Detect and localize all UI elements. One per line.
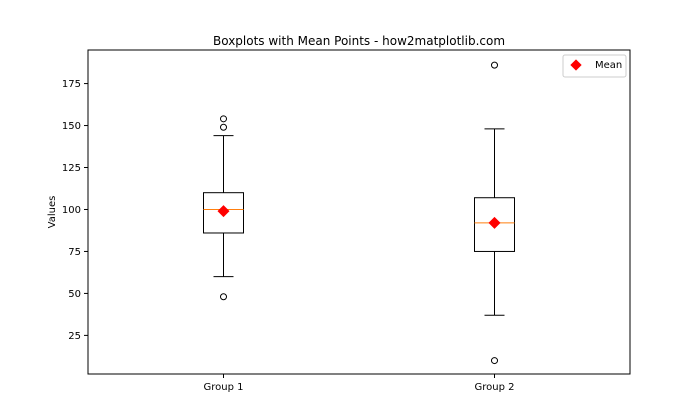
mean-marker: [488, 216, 501, 229]
y-tick-label: 50: [68, 289, 81, 300]
chart-title: Boxplots with Mean Points - how2matplotl…: [213, 34, 505, 48]
outlier-point: [220, 293, 227, 301]
y-tick-label: 75: [68, 247, 81, 258]
legend-label-mean: Mean: [595, 60, 622, 71]
outlier-point: [220, 123, 227, 131]
axes-frame: [87, 49, 631, 375]
y-axis-label: Values: [47, 196, 58, 229]
x-tick-label: Group 1: [204, 382, 244, 393]
iqr-box: [203, 192, 244, 234]
y-tick-label: 125: [62, 163, 81, 174]
y-tick-label: 100: [62, 205, 81, 216]
outlier-point: [491, 61, 498, 69]
iqr-box: [474, 197, 515, 252]
y-tick-label: 25: [68, 331, 81, 342]
y-tick-label: 175: [62, 79, 81, 90]
legend-frame: [562, 54, 627, 78]
mean-marker: [217, 205, 230, 218]
plot-area: 25 50 75 100 125 150 175 Group 1 Group 2: [62, 49, 631, 393]
outlier-point: [491, 357, 498, 365]
y-tick-label: 150: [62, 121, 81, 132]
x-tick-label: Group 2: [475, 382, 515, 393]
outlier-point: [220, 115, 227, 123]
legend: Mean: [562, 54, 627, 78]
